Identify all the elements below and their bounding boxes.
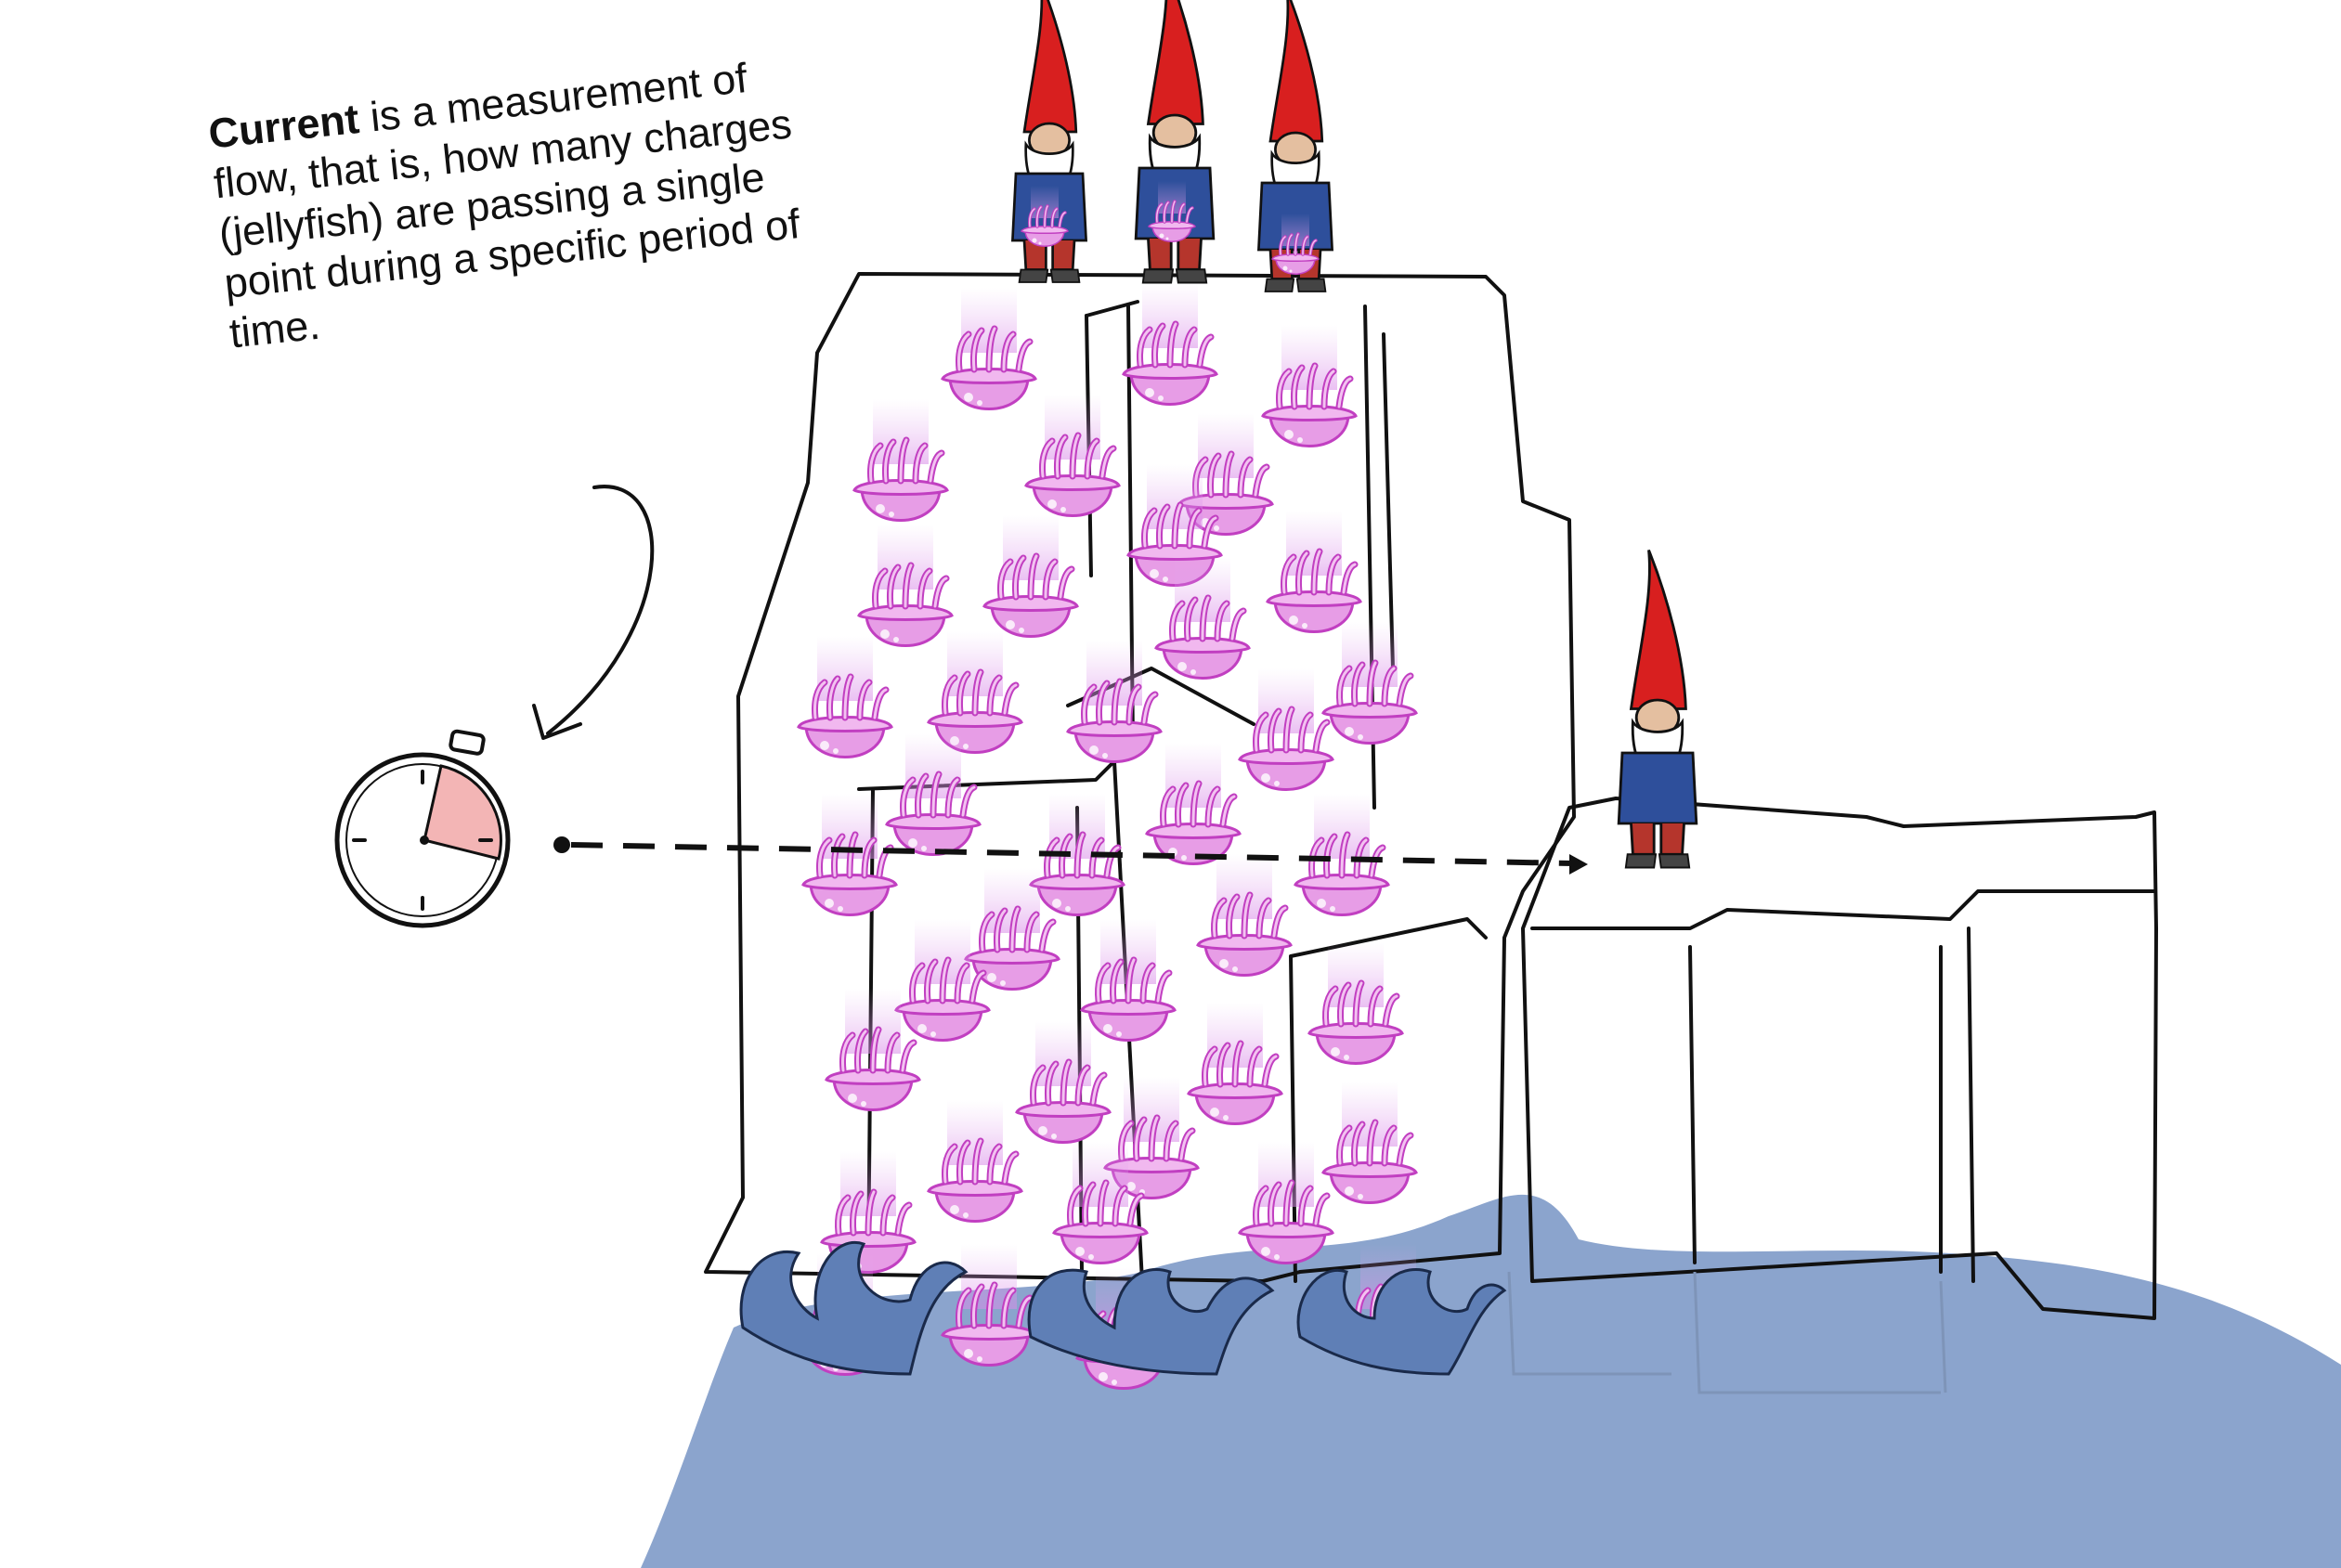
pointer-arrow (546, 485, 655, 735)
tall-cliff (704, 272, 1576, 1283)
gnome-icon (1617, 549, 1698, 869)
stopwatch-icon (334, 729, 511, 928)
splashes (739, 1241, 1507, 1376)
measurement-point (553, 836, 570, 853)
measurement-line (570, 842, 1575, 866)
low-cliff (1521, 797, 2158, 1320)
